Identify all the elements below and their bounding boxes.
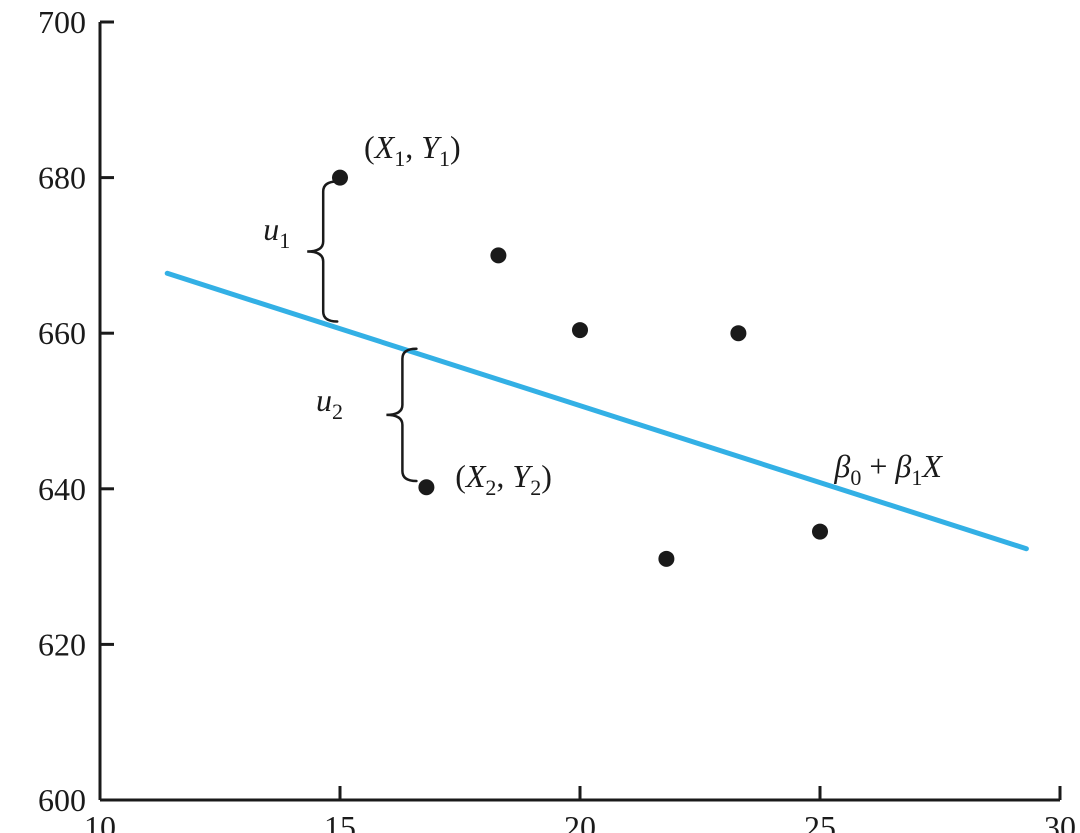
chart-svg: 1015202530600620640660680700(X1, Y1)(X2,… (0, 0, 1080, 833)
data-point (812, 524, 828, 540)
annot-line-eq: β0 + β1X (833, 448, 943, 490)
x-tick-label: 20 (564, 809, 596, 833)
x-tick-label: 10 (84, 809, 116, 833)
chart-bg (0, 0, 1080, 833)
data-point (418, 479, 434, 495)
x-tick-label: 25 (804, 809, 836, 833)
regression-scatter-chart: 1015202530600620640660680700(X1, Y1)(X2,… (0, 0, 1080, 833)
y-tick-label: 680 (38, 160, 86, 196)
x-tick-label: 15 (324, 809, 356, 833)
y-tick-label: 640 (38, 471, 86, 507)
data-point (332, 170, 348, 186)
data-point (730, 325, 746, 341)
y-tick-label: 660 (38, 315, 86, 351)
y-tick-label: 620 (38, 626, 86, 662)
data-point (490, 247, 506, 263)
data-point (572, 322, 588, 338)
x-tick-label: 30 (1044, 809, 1076, 833)
y-tick-label: 700 (38, 4, 86, 40)
data-point (658, 551, 674, 567)
y-tick-label: 600 (38, 782, 86, 818)
